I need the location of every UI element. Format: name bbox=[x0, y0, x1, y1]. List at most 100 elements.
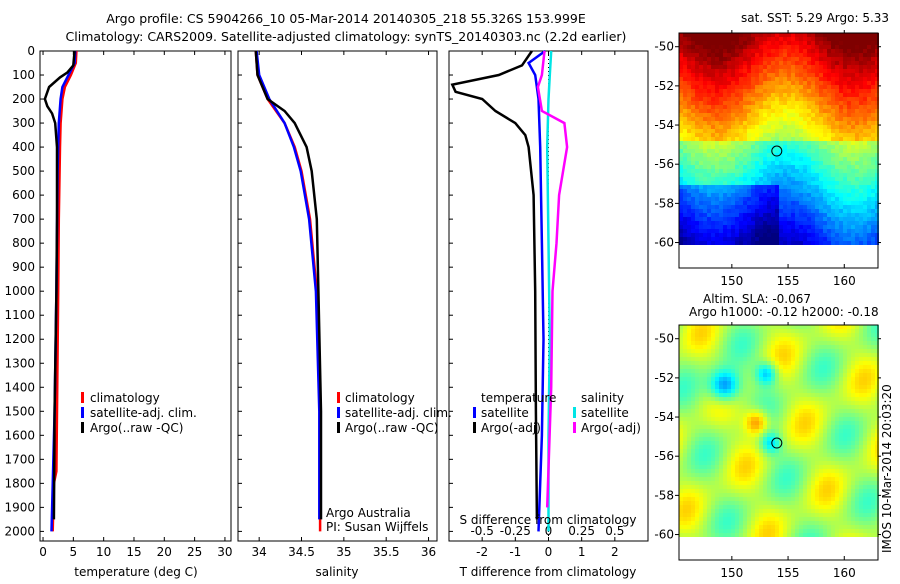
heatmap-cell bbox=[751, 73, 755, 77]
heatmap-cell bbox=[679, 225, 683, 229]
heatmap-cell bbox=[847, 345, 851, 349]
heatmap-cell bbox=[755, 193, 759, 197]
heatmap-cell bbox=[683, 377, 687, 381]
heatmap-cell bbox=[807, 189, 811, 193]
heatmap-cell bbox=[755, 49, 759, 53]
heatmap-cell bbox=[731, 157, 735, 161]
heatmap-cell bbox=[679, 445, 683, 449]
heatmap-cell bbox=[843, 329, 847, 333]
heatmap-cell bbox=[783, 89, 787, 93]
heatmap-cell bbox=[679, 337, 683, 341]
heatmap-cell bbox=[815, 213, 819, 217]
heatmap-cell bbox=[867, 105, 871, 109]
heatmap-cell bbox=[791, 225, 795, 229]
heatmap-cell bbox=[691, 237, 695, 241]
heatmap-cell bbox=[799, 461, 803, 465]
heatmap-cell bbox=[851, 125, 855, 129]
heatmap-cell bbox=[859, 385, 863, 389]
heatmap-cell bbox=[695, 409, 699, 413]
heatmap-cell bbox=[787, 149, 791, 153]
heatmap-cell bbox=[811, 233, 815, 237]
heatmap-cell bbox=[711, 237, 715, 241]
heatmap-cell bbox=[823, 429, 827, 433]
heatmap-cell bbox=[679, 53, 683, 57]
heatmap-cell bbox=[707, 421, 711, 425]
heatmap-cell bbox=[815, 329, 819, 333]
heatmap-cell bbox=[731, 73, 735, 77]
heatmap-cell bbox=[855, 357, 859, 361]
heatmap-cell bbox=[683, 465, 687, 469]
heatmap-cell bbox=[763, 353, 767, 357]
heatmap-cell bbox=[839, 449, 843, 453]
heatmap-cell bbox=[755, 169, 759, 173]
heatmap-cell bbox=[707, 429, 711, 433]
heatmap-cell bbox=[791, 41, 795, 45]
heatmap-cell bbox=[775, 449, 779, 453]
heatmap-cell bbox=[803, 181, 807, 185]
heatmap-cell bbox=[747, 345, 751, 349]
heatmap-cell bbox=[867, 117, 871, 121]
heatmap-cell bbox=[751, 149, 755, 153]
heatmap-cell bbox=[799, 177, 803, 181]
heatmap-cell bbox=[711, 125, 715, 129]
heatmap-cell bbox=[775, 169, 779, 173]
heatmap-cell bbox=[863, 165, 867, 169]
heatmap-cell bbox=[819, 93, 823, 97]
heatmap-cell bbox=[771, 413, 775, 417]
heatmap-cell bbox=[815, 401, 819, 405]
heatmap-cell bbox=[727, 389, 731, 393]
heatmap-cell bbox=[715, 97, 719, 101]
heatmap-cell bbox=[795, 69, 799, 73]
heatmap-cell bbox=[707, 105, 711, 109]
heatmap-cell bbox=[871, 81, 875, 85]
heatmap-cell bbox=[867, 113, 871, 117]
heatmap-cell bbox=[691, 241, 695, 245]
heatmap-cell bbox=[715, 109, 719, 113]
heatmap-cell bbox=[759, 465, 763, 469]
heatmap-cell bbox=[767, 441, 771, 445]
heatmap-cell bbox=[807, 97, 811, 101]
heatmap-cell bbox=[747, 457, 751, 461]
heatmap-cell bbox=[867, 389, 871, 393]
heatmap-cell bbox=[711, 129, 715, 133]
heatmap-cell bbox=[855, 365, 859, 369]
heatmap-cell bbox=[731, 453, 735, 457]
heatmap-cell bbox=[851, 397, 855, 401]
heatmap-cell bbox=[735, 213, 739, 217]
heatmap-cell bbox=[775, 37, 779, 41]
heatmap-cell bbox=[807, 77, 811, 81]
heatmap-cell bbox=[787, 425, 791, 429]
heatmap-cell bbox=[807, 417, 811, 421]
heatmap-cell bbox=[711, 133, 715, 137]
heatmap-cell bbox=[783, 349, 787, 353]
heatmap-cell bbox=[871, 365, 875, 369]
heatmap-cell bbox=[839, 89, 843, 93]
heatmap-cell bbox=[839, 201, 843, 205]
heatmap-cell bbox=[771, 161, 775, 165]
heatmap-cell bbox=[695, 441, 699, 445]
heatmap-cell bbox=[727, 41, 731, 45]
heatmap-cell bbox=[779, 33, 783, 37]
heatmap-cell bbox=[743, 137, 747, 141]
heatmap-cell bbox=[803, 329, 807, 333]
heatmap-cell bbox=[831, 453, 835, 457]
heatmap-cell bbox=[679, 121, 683, 125]
heatmap-cell bbox=[819, 189, 823, 193]
heatmap-cell bbox=[847, 493, 851, 497]
heatmap-cell bbox=[755, 153, 759, 157]
heatmap-cell bbox=[723, 181, 727, 185]
heatmap-cell bbox=[679, 353, 683, 357]
heatmap-cell bbox=[819, 85, 823, 89]
heatmap-cell bbox=[707, 213, 711, 217]
heatmap-cell bbox=[755, 405, 759, 409]
heatmap-cell bbox=[763, 141, 767, 145]
heatmap-cell bbox=[731, 353, 735, 357]
heatmap-cell bbox=[699, 241, 703, 245]
heatmap-cell bbox=[799, 373, 803, 377]
heatmap-cell bbox=[823, 401, 827, 405]
heatmap-cell bbox=[679, 153, 683, 157]
heatmap-cell bbox=[839, 453, 843, 457]
heatmap-cell bbox=[751, 413, 755, 417]
heatmap-cell bbox=[759, 213, 763, 217]
